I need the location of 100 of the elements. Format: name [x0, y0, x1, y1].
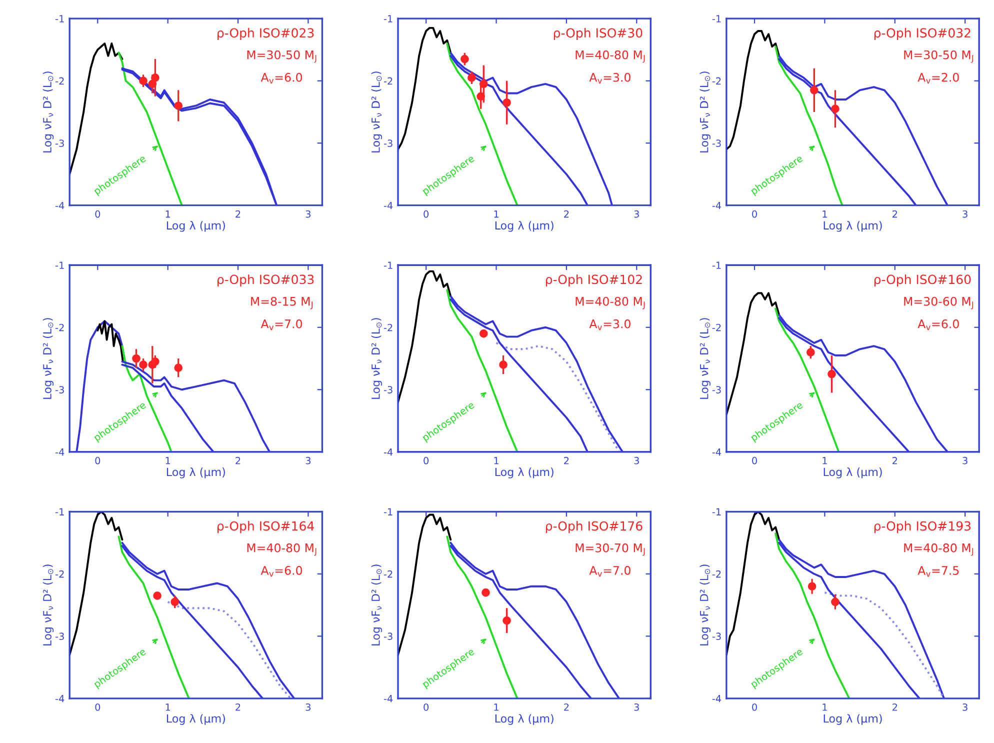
x-tick-label: 3 — [962, 456, 968, 464]
x-tick-label: 0 — [752, 456, 757, 464]
annotation: M=30-70 M$_{J}$ — [576, 543, 645, 556]
annotation: A$_{v}$=3.0 — [589, 72, 630, 84]
y-tick-label: -3 — [56, 386, 64, 394]
annotation: M=40-80 M$_{J}$ — [576, 296, 645, 310]
x-tick-label: 0 — [95, 456, 100, 464]
x-tick-label: 3 — [634, 456, 639, 464]
y-tick-label: -4 — [712, 202, 722, 210]
y-tick-label: -4 — [384, 695, 393, 702]
x-tick-label: 2 — [892, 703, 897, 711]
y-tick-label: -1 — [56, 262, 64, 269]
y-axis-title: Log νF$_{ν}$ D² (L$_{⊙}$) — [42, 564, 54, 646]
y-axis-title: Log νF$_{ν}$ D² (L$_{⊙}$) — [42, 72, 54, 152]
x-axis-title: Log λ (μm) — [166, 468, 225, 478]
x-tick-label: 3 — [962, 210, 968, 218]
y-tick-label: -4 — [56, 202, 64, 210]
text: ρ-Oph ISO#30 — [554, 28, 642, 40]
y-tick-label: -4 — [56, 448, 64, 456]
y-axis-title: Log νF$_{ν}$ D² (L$_{⊙}$) — [371, 72, 382, 152]
annotation: A$_{v}$=6.0 — [260, 566, 302, 577]
y-tick-label: -2 — [56, 77, 64, 85]
text: ρ-Oph ISO#032 — [874, 28, 970, 40]
x-tick-label: 1 — [166, 457, 170, 464]
y-tick-label: -1 — [384, 15, 392, 22]
x-tick-label: 1 — [822, 704, 827, 711]
y-tick-label: -2 — [712, 77, 721, 85]
y-tick-label: -2 — [384, 77, 392, 85]
x-tick-label: 0 — [752, 210, 757, 218]
x-tick-label: 0 — [95, 210, 100, 218]
x-tick-label: 0 — [424, 456, 429, 464]
y-tick-label: -3 — [712, 632, 721, 640]
x-axis-title: Log λ (μm) — [166, 714, 225, 725]
y-tick-label: -4 — [56, 695, 64, 702]
x-tick-label: 1 — [494, 210, 498, 218]
annotation: M=40-80 M$_{J}$ — [576, 50, 645, 63]
annotation: A$_{v}$=6.0 — [918, 319, 959, 330]
x-tick-label: 2 — [564, 210, 569, 218]
y-tick-label: -1 — [56, 15, 64, 22]
x-axis-title: Log λ (μm) — [824, 714, 882, 725]
x-tick-label: 3 — [634, 210, 639, 218]
y-tick-label: -3 — [712, 386, 721, 394]
y-axis-title: Log νF$_{ν}$ D² (L$_{⊙}$) — [42, 318, 54, 399]
x-axis-title: Log λ (μm) — [495, 714, 554, 725]
text: ρ-Oph ISO#102 — [546, 274, 642, 287]
y-tick-label: -2 — [712, 570, 721, 578]
x-tick-label: 3 — [962, 703, 968, 711]
x-axis-title: Log λ (μm) — [495, 221, 554, 232]
y-tick-label: -1 — [384, 508, 392, 516]
y-tick-label: -4 — [712, 448, 722, 456]
y-tick-label: -3 — [384, 386, 392, 394]
x-axis-title: Log λ (μm) — [824, 221, 882, 232]
y-tick-label: -2 — [384, 324, 392, 332]
x-tick-label: 2 — [892, 210, 897, 218]
y-tick-label: -2 — [712, 324, 721, 332]
y-tick-label: -4 — [384, 448, 393, 456]
x-tick-label: 3 — [306, 210, 310, 218]
y-tick-label: -3 — [384, 632, 392, 640]
y-tick-label: -1 — [56, 508, 64, 516]
annotation: A$_{v}$=7.0 — [589, 566, 630, 577]
text: ρ-Oph ISO#176 — [546, 520, 642, 534]
x-axis-title: Log λ (μm) — [166, 221, 225, 232]
x-tick-label: 0 — [424, 210, 429, 218]
y-tick-label: -2 — [56, 570, 64, 578]
y-tick-label: -4 — [384, 202, 393, 210]
text: ρ-Oph ISO#160 — [874, 274, 971, 287]
x-tick-label: 1 — [494, 457, 498, 464]
text: ρ-Oph ISO#033 — [218, 274, 314, 287]
y-tick-label: -1 — [712, 15, 721, 22]
x-tick-label: 1 — [822, 457, 827, 464]
x-tick-label: 1 — [166, 704, 170, 711]
annotation: A$_{v}$=2.0 — [918, 72, 959, 84]
y-tick-label: -1 — [712, 262, 721, 269]
y-tick-label: -3 — [56, 140, 64, 147]
x-tick-label: 2 — [564, 456, 569, 464]
x-tick-label: 0 — [424, 703, 429, 711]
y-tick-label: -1 — [712, 508, 721, 516]
text: ρ-Oph ISO#164 — [218, 520, 314, 534]
y-tick-label: -3 — [384, 140, 392, 147]
annotation: M=40-80 M$_{J}$ — [904, 543, 974, 556]
annotation: M=30-50 M$_{J}$ — [247, 50, 316, 63]
y-axis-title: Log νF$_{ν}$ D² (L$_{⊙}$) — [700, 564, 710, 646]
y-tick-label: -1 — [384, 262, 392, 269]
x-tick-label: 3 — [306, 456, 310, 464]
x-tick-label: 1 — [166, 210, 170, 218]
annotation: A$_{v}$=6.0 — [260, 72, 302, 84]
y-tick-label: -2 — [56, 324, 64, 332]
x-axis-title: Log λ (μm) — [495, 468, 554, 478]
annotation: A$_{v}$=7.5 — [918, 566, 959, 577]
annotation: M=8-15 M$_{J}$ — [251, 296, 312, 310]
x-tick-label: 1 — [822, 210, 827, 218]
annotation: M=30-60 M$_{J}$ — [904, 296, 974, 310]
y-tick-label: -4 — [712, 695, 722, 702]
y-axis-title: Log νF$_{ν}$ D² (L$_{⊙}$) — [700, 318, 710, 399]
annotation: M=30-50 M$_{J}$ — [904, 50, 974, 63]
text: ρ-Oph ISO#193 — [874, 520, 971, 534]
x-tick-label: 0 — [95, 703, 100, 711]
annotation: M=40-80 M$_{J}$ — [247, 543, 316, 556]
y-axis-title: Log νF$_{ν}$ D² (L$_{⊙}$) — [371, 564, 382, 646]
x-tick-label: 3 — [634, 703, 639, 711]
